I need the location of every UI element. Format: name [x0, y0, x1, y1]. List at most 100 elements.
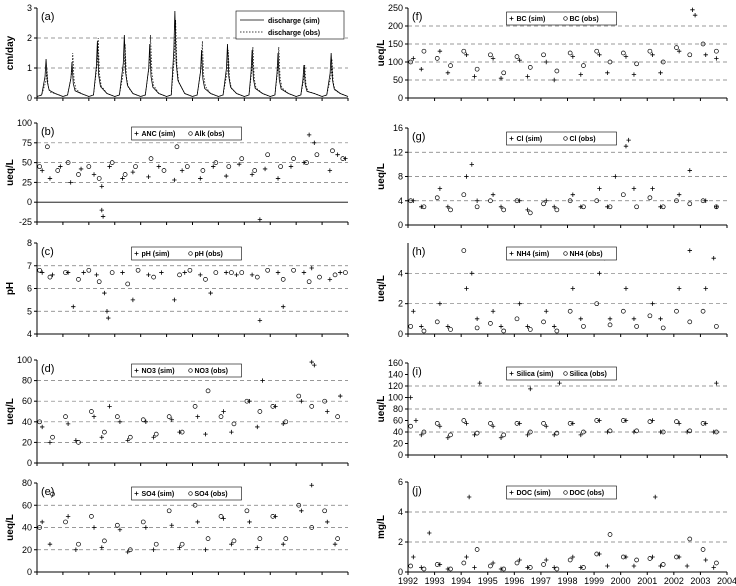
data-point-obs — [231, 538, 237, 544]
data-point-obs — [647, 313, 653, 319]
data-point-sim — [517, 301, 522, 306]
legend-label: BC (sim) — [517, 16, 546, 23]
data-point-obs — [102, 429, 107, 435]
data-point-sim — [464, 52, 469, 57]
data-point-obs — [620, 50, 626, 56]
x-tick-label: 2004 — [717, 576, 736, 586]
data-point-sim — [143, 525, 149, 530]
y-tick-label: 40 — [22, 523, 32, 533]
data-point-obs — [474, 430, 480, 436]
data-point-obs — [567, 198, 573, 204]
data-point-obs — [330, 148, 335, 154]
data-point-obs — [322, 508, 328, 514]
data-point-obs — [153, 541, 159, 547]
y-tick-label: 75 — [22, 138, 32, 148]
data-point-sim — [597, 418, 602, 423]
data-point-sim — [477, 380, 482, 386]
data-point-obs — [408, 423, 414, 429]
data-point-sim — [408, 395, 413, 400]
data-point-obs — [527, 429, 533, 435]
data-point-sim — [411, 554, 416, 560]
data-point-sim — [437, 562, 443, 567]
data-point-obs — [647, 48, 653, 54]
data-point-sim — [203, 431, 208, 437]
data-point-obs — [296, 393, 302, 399]
data-point-sim — [525, 207, 530, 213]
data-point-sim — [151, 435, 156, 440]
data-point-sim — [578, 316, 583, 322]
data-point-sim — [39, 519, 45, 525]
data-point-sim — [120, 176, 125, 181]
data-point-sim — [249, 272, 255, 278]
legend-label: discharge (sim) — [268, 18, 320, 25]
data-point-obs — [620, 308, 626, 314]
data-point-obs — [461, 192, 467, 198]
data-point-obs — [674, 419, 679, 424]
y-tick-label: 0 — [398, 220, 403, 230]
data-point-sim — [578, 204, 583, 210]
data-point-obs — [488, 563, 493, 569]
data-point-sim — [229, 541, 234, 547]
y-axis-title: ueq/L — [376, 40, 387, 67]
data-point-sim — [117, 527, 123, 532]
data-point-sim — [177, 545, 182, 550]
data-point-obs — [434, 319, 440, 325]
y-tick-label: 0 — [27, 458, 32, 468]
data-point-obs — [554, 68, 560, 74]
data-point-sim — [195, 519, 200, 525]
y-tick-label: 20 — [22, 545, 32, 555]
data-point-obs — [541, 421, 546, 426]
y-tick-label: 100 — [388, 393, 403, 403]
data-point-obs — [421, 429, 427, 435]
x-tick-label: 2000 — [611, 576, 631, 586]
data-point-obs — [567, 421, 573, 426]
data-point-obs — [488, 52, 493, 58]
data-point-sim — [714, 380, 719, 386]
data-point-sim — [78, 166, 84, 172]
data-point-obs — [278, 164, 283, 169]
data-point-sim — [411, 198, 416, 203]
x-tick-label: 1993 — [425, 576, 445, 586]
data-point-sim — [631, 563, 637, 569]
data-point-obs — [554, 566, 560, 572]
data-point-obs — [660, 204, 666, 210]
data-point-sim — [544, 309, 549, 314]
legend-label: NH4 (sim) — [517, 251, 550, 258]
data-point-sim — [552, 324, 557, 329]
y-tick-label: 4 — [398, 507, 403, 517]
data-point-sim — [130, 297, 136, 303]
data-point-obs — [291, 156, 296, 161]
data-point-obs — [309, 525, 315, 530]
legend-label: NO3 (obs) — [195, 368, 228, 375]
data-point-sim — [498, 566, 504, 572]
data-point-sim — [525, 565, 530, 570]
data-point-obs — [714, 204, 719, 210]
data-point-obs — [594, 198, 600, 204]
data-point-obs — [474, 325, 480, 331]
y-axis-title: ueq/L — [5, 514, 16, 541]
data-point-obs — [474, 547, 480, 552]
y-tick-label: 0 — [398, 329, 403, 339]
data-point-obs — [343, 270, 348, 275]
data-point-obs — [102, 538, 107, 544]
y-tick-label: 6 — [398, 477, 403, 487]
legend-marker-sim — [134, 368, 139, 373]
data-point-obs — [86, 267, 92, 273]
data-point-obs — [166, 508, 172, 514]
data-point-sim — [684, 429, 690, 435]
data-point-obs — [283, 536, 289, 541]
y-tick-label: 0 — [398, 450, 403, 460]
y-axis-title: ueq/L — [5, 398, 16, 425]
data-point-sim — [517, 421, 522, 426]
data-point-obs — [527, 327, 533, 332]
data-point-obs — [244, 508, 250, 514]
data-point-sim — [229, 429, 234, 435]
data-point-obs — [322, 398, 328, 404]
data-point-obs — [581, 429, 586, 435]
data-point-obs — [434, 195, 440, 201]
data-point-obs — [291, 267, 296, 273]
data-point-sim — [626, 137, 631, 143]
data-point-obs — [448, 327, 453, 332]
data-point-obs — [37, 267, 42, 273]
data-point-obs — [226, 164, 232, 169]
